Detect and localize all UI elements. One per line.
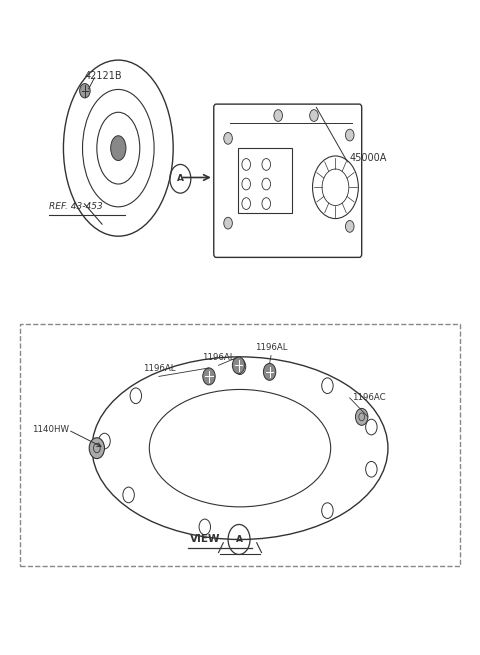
Text: REF. 43-453: REF. 43-453 — [49, 202, 103, 212]
Ellipse shape — [111, 136, 126, 160]
Circle shape — [310, 109, 318, 121]
Text: 45000A: 45000A — [350, 153, 387, 163]
Circle shape — [264, 364, 276, 381]
Circle shape — [224, 132, 232, 144]
Circle shape — [224, 217, 232, 229]
Text: 1196AL: 1196AL — [202, 353, 235, 362]
Circle shape — [89, 438, 105, 458]
Circle shape — [346, 129, 354, 141]
Text: 1196AL: 1196AL — [143, 364, 175, 373]
Circle shape — [232, 357, 245, 374]
Text: 42121B: 42121B — [85, 71, 122, 81]
Text: 1140HW: 1140HW — [33, 425, 70, 434]
Text: 1196AC: 1196AC — [352, 394, 386, 402]
Circle shape — [80, 84, 90, 98]
Text: A: A — [177, 174, 184, 183]
Text: A: A — [236, 535, 242, 544]
Text: VIEW: VIEW — [191, 534, 221, 544]
Circle shape — [356, 408, 368, 425]
Bar — [21, 324, 459, 565]
Text: 1196AL: 1196AL — [255, 343, 287, 352]
Circle shape — [346, 221, 354, 233]
Circle shape — [203, 368, 215, 385]
Circle shape — [274, 109, 282, 121]
Bar — [238, 148, 292, 214]
